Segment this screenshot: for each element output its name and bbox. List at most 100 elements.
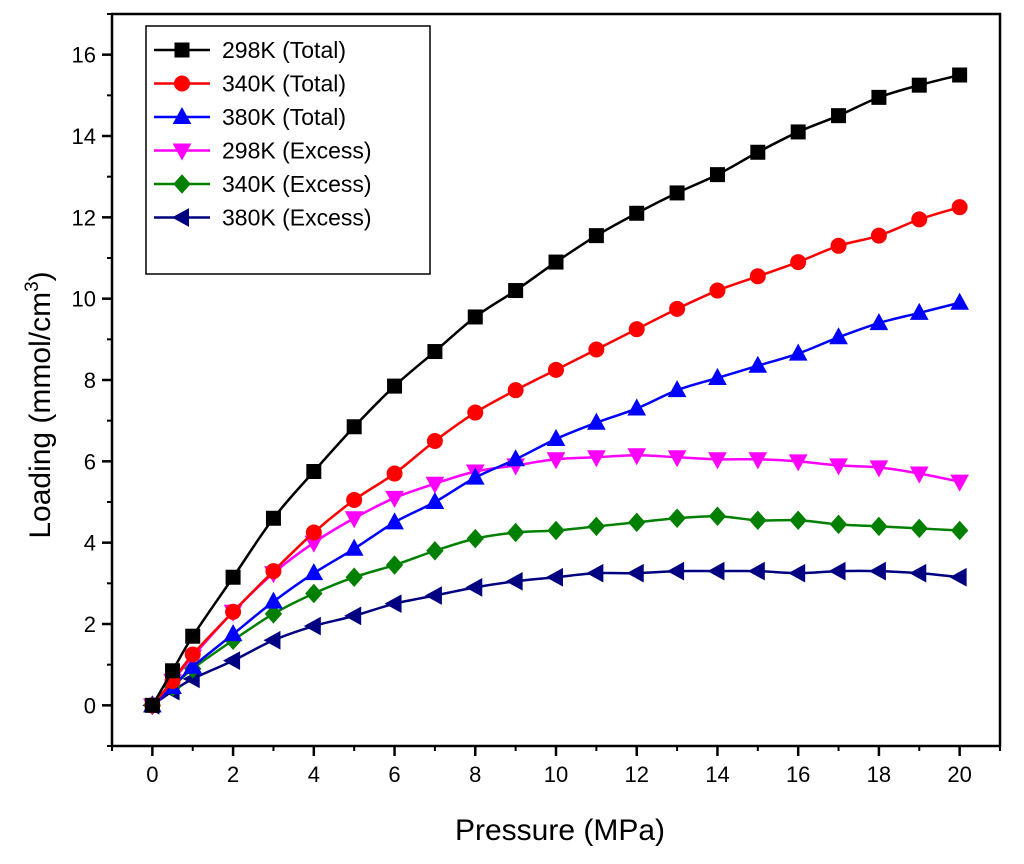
data-point: [465, 578, 483, 597]
legend-entry: 340K (Excess): [154, 171, 372, 197]
x-tick-label: 10: [544, 762, 568, 787]
data-point: [183, 656, 203, 674]
data-point: [303, 616, 321, 636]
y-tick-label: 14: [72, 124, 96, 149]
data-point: [667, 380, 687, 398]
data-point: [587, 412, 606, 430]
x-tick-label: 12: [624, 762, 648, 787]
x-tick-label: 16: [786, 762, 810, 787]
data-point: [546, 452, 566, 470]
data-point: [709, 282, 726, 299]
data-point: [546, 428, 566, 446]
data-point: [910, 518, 928, 539]
data-point: [507, 382, 524, 399]
x-tick-label: 4: [308, 762, 320, 787]
series-line: [151, 73, 960, 706]
data-point: [909, 563, 927, 583]
data-point: [789, 510, 807, 531]
data-point: [165, 663, 181, 679]
data-point: [588, 341, 605, 358]
legend-marker: [174, 75, 190, 92]
data-point: [748, 452, 768, 470]
legend-marker: [172, 143, 192, 161]
data-point: [829, 514, 848, 535]
data-point: [387, 378, 403, 394]
data-point: [223, 624, 243, 642]
series-1: [144, 67, 968, 713]
data-point: [708, 506, 727, 526]
data-point: [828, 561, 846, 581]
legend: 298K (Total) 340K (Total) 380K (Total) 298K…: [145, 25, 431, 275]
y-axis-title-close: ): [24, 271, 57, 281]
legend-entry: 380K (Total): [154, 104, 346, 130]
data-point: [426, 541, 444, 561]
x-tick-label: 18: [867, 762, 891, 787]
x-tick-label: 20: [947, 762, 971, 787]
legend-label: 340K (Excess): [222, 171, 372, 197]
data-point: [424, 586, 442, 605]
data-point: [223, 651, 241, 670]
data-point: [629, 205, 645, 221]
data-point: [748, 355, 768, 373]
data-point: [587, 516, 606, 537]
data-point: [709, 167, 725, 183]
legend-entry: 298K (Excess): [154, 138, 372, 164]
data-point: [747, 561, 765, 581]
data-point: [950, 474, 969, 492]
data-point: [707, 561, 725, 581]
data-point: [869, 313, 889, 331]
data-point: [952, 67, 968, 83]
series-2: [144, 199, 968, 714]
data-point: [829, 327, 848, 345]
data-point: [304, 563, 324, 581]
series-layer: [142, 67, 969, 716]
y-axis-title-main: Loading (mmol/cm: [24, 292, 57, 539]
data-point: [911, 77, 927, 93]
data-point: [951, 199, 968, 216]
x-tick-label: 14: [705, 762, 729, 787]
y-tick-label: 10: [72, 287, 96, 312]
data-point: [788, 343, 808, 361]
data-point: [586, 563, 604, 583]
data-point: [425, 476, 445, 494]
data-point: [628, 512, 646, 533]
data-point: [264, 591, 283, 609]
data-point: [344, 538, 364, 556]
data-point: [505, 571, 523, 591]
data-point: [425, 491, 445, 509]
data-point: [870, 516, 888, 537]
data-point: [911, 211, 928, 228]
data-point: [749, 510, 767, 531]
x-tick-label: 2: [227, 762, 239, 787]
data-point: [790, 124, 806, 140]
data-point: [626, 563, 644, 583]
data-point: [788, 454, 808, 472]
data-point: [869, 460, 889, 478]
legend-label: 298K (Excess): [222, 138, 372, 164]
data-point: [949, 567, 967, 587]
data-point: [628, 321, 645, 338]
axes: 0 2 4 6 8 10 12 14 16 18 20 0 2 4 6 8 10 12 14 16: [72, 12, 1002, 787]
series-5: [143, 506, 969, 716]
data-point: [668, 508, 686, 529]
data-point: [385, 512, 404, 530]
data-point: [627, 448, 647, 466]
data-point: [345, 567, 363, 587]
data-point: [750, 144, 766, 160]
data-point: [306, 464, 322, 479]
data-point: [669, 185, 685, 201]
data-point: [829, 458, 848, 476]
data-point: [466, 528, 484, 549]
data-point: [384, 594, 402, 614]
data-point: [184, 646, 201, 663]
data-point: [871, 89, 887, 105]
data-point: [708, 367, 727, 385]
data-point: [830, 237, 847, 254]
data-point: [346, 491, 363, 508]
y-tick-label: 0: [84, 693, 96, 718]
legend-label: 340K (Total): [222, 71, 346, 97]
data-point: [225, 569, 241, 585]
legend-marker: [174, 42, 190, 58]
data-point: [467, 404, 484, 421]
y-tick-label: 8: [84, 368, 96, 393]
